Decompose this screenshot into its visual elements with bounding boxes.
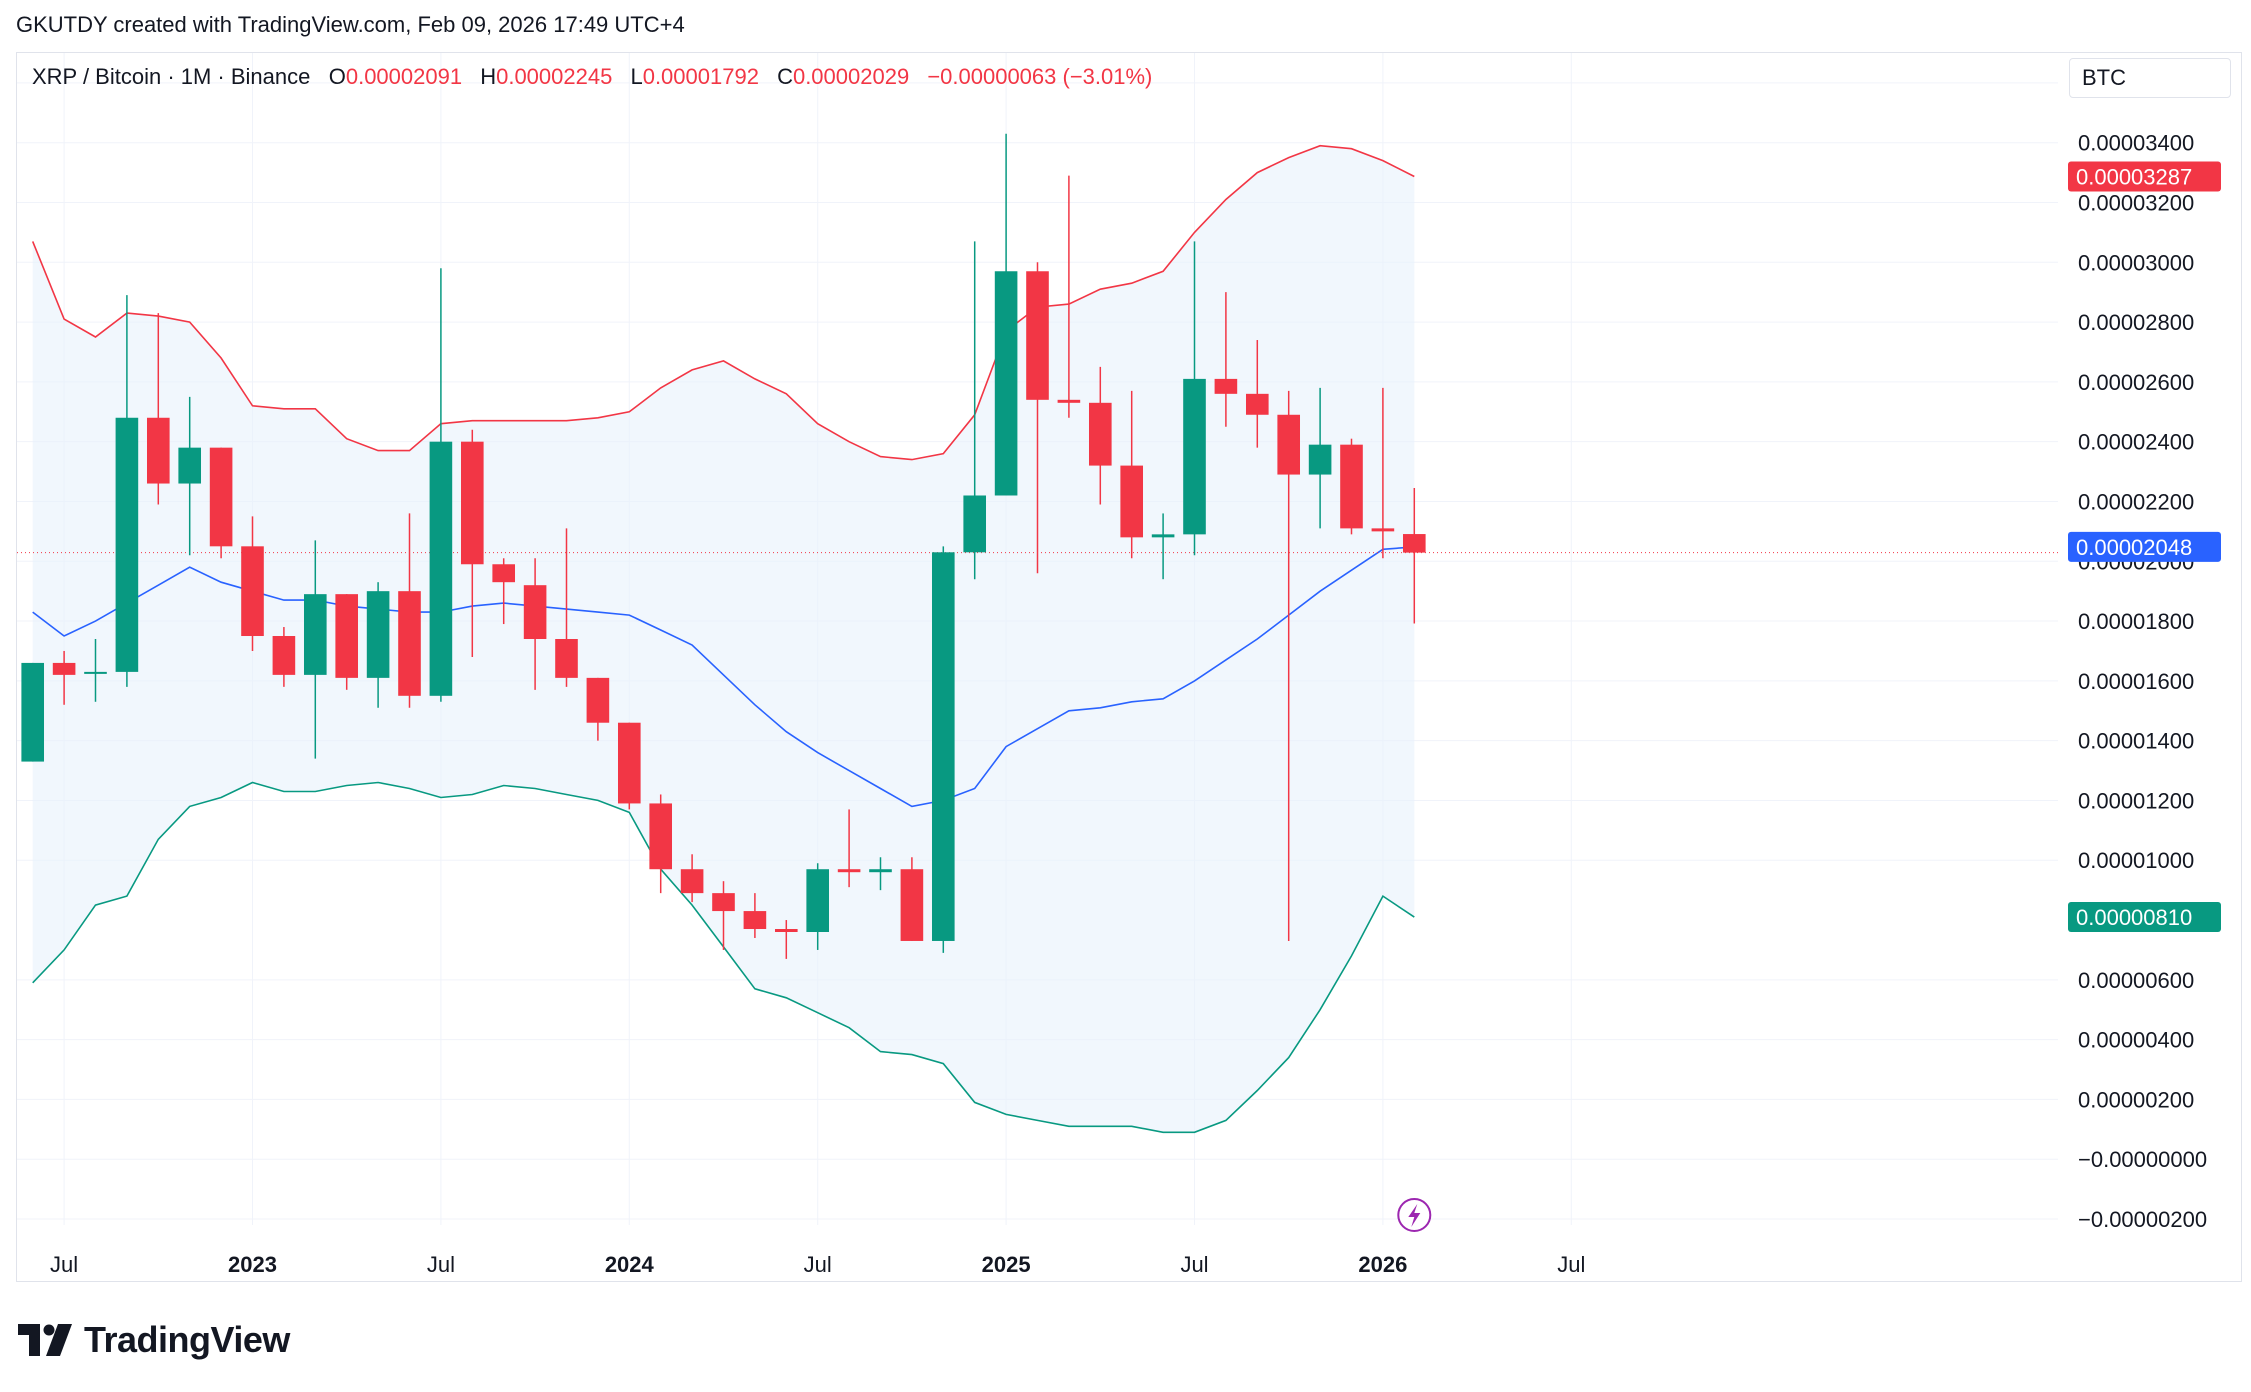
candle-body: [1057, 399, 1081, 403]
candle-body: [492, 564, 516, 583]
y-axis-tick-label: 0.00003200: [2078, 190, 2194, 215]
candle-body: [680, 869, 704, 894]
y-axis-tick-label: −0.00000000: [2078, 1147, 2207, 1172]
y-axis-tick-label: 0.00001200: [2078, 788, 2194, 813]
candle-body: [931, 552, 955, 941]
candle-body: [523, 585, 547, 639]
candle-body: [366, 591, 390, 678]
price-label-lower-background: [2068, 902, 2221, 933]
candle-body: [1120, 465, 1144, 538]
legend-high-value: 0.00002245: [496, 64, 613, 89]
y-axis-tick-label: 0.00001800: [2078, 609, 2194, 634]
x-axis-tick-label: Jul: [427, 1252, 455, 1277]
candle-body: [963, 495, 987, 553]
candle-body: [178, 447, 202, 484]
legend-high-label: H: [480, 64, 497, 89]
candle-body: [241, 546, 264, 637]
y-axis-tick-label: 0.00003000: [2078, 250, 2194, 275]
y-axis-tick-label: 0.00002800: [2078, 310, 2194, 335]
candle-body: [774, 929, 798, 932]
x-axis-tick-label: 2024: [605, 1252, 655, 1277]
candle-body: [1214, 378, 1238, 394]
x-axis-tick-label: Jul: [50, 1252, 78, 1277]
price-label-upper-background: [2068, 161, 2221, 192]
candle-body: [586, 677, 610, 723]
candle-body: [712, 893, 735, 912]
y-axis-tick-label: 0.00001000: [2078, 848, 2194, 873]
y-axis-tick-label: 0.00003400: [2078, 131, 2194, 156]
tradingview-logo-icon: [18, 1324, 72, 1356]
candle-body: [1151, 534, 1175, 538]
candle-body: [272, 636, 296, 675]
price-label-lower: 0.00000810: [2076, 905, 2192, 930]
candle-body: [1245, 393, 1269, 415]
legend-open-value: 0.00002091: [345, 64, 463, 89]
legend-change-value: −0.00000063 (−3.01%): [927, 64, 1153, 89]
bollinger-band-fill: [32, 145, 1415, 1133]
candle-body: [84, 671, 107, 674]
x-axis-tick-label: 2023: [228, 1252, 277, 1277]
candle-body: [115, 417, 139, 672]
legend-low-label: L: [630, 64, 643, 89]
y-axis-tick-label: 0.00001600: [2078, 669, 2194, 694]
candle-body: [1088, 402, 1112, 466]
x-axis-tick-label: Jul: [1180, 1252, 1208, 1277]
y-axis-tick-label: 0.00000400: [2078, 1028, 2194, 1053]
candle-body: [460, 441, 484, 565]
x-axis-tick-label: 2026: [1358, 1252, 1407, 1277]
candle-body: [1308, 444, 1332, 475]
candle-body: [806, 869, 830, 932]
currency-selector[interactable]: BTC: [2069, 58, 2231, 98]
candle-body: [837, 869, 861, 873]
y-axis-tick-label: 0.00002600: [2078, 370, 2194, 395]
y-axis-tick-label: 0.00000200: [2078, 1087, 2194, 1112]
legend-close-label: C: [777, 64, 793, 89]
x-axis-tick-label: 2025: [982, 1252, 1031, 1277]
candle-body: [555, 639, 578, 678]
candle-body: [146, 417, 170, 484]
chart-caption: GKUTDY created with TradingView.com, Feb…: [16, 12, 685, 37]
y-axis-tick-label: −0.00000200: [2078, 1207, 2207, 1232]
ohlc-legend: XRP / Bitcoin · 1M · Binance O0.00002091…: [32, 64, 1164, 90]
candle-body: [335, 594, 359, 678]
price-label-basis: 0.00002048: [2076, 535, 2192, 560]
tradingview-logo-text: TradingView: [84, 1319, 290, 1360]
y-axis-tick-label: 0.00002200: [2078, 489, 2194, 514]
legend-close-value: 0.00002029: [792, 64, 910, 89]
candle-body: [869, 869, 892, 873]
legend-open-label: O: [328, 64, 346, 89]
candle-body: [1371, 528, 1395, 532]
candle-body: [649, 803, 673, 870]
candle-body: [1026, 271, 1049, 400]
candle-body: [1183, 378, 1206, 535]
y-axis-tick-label: 0.00002400: [2078, 430, 2194, 455]
candle-body: [994, 271, 1018, 496]
candle-body: [743, 911, 767, 930]
tradingview-logo[interactable]: TradingView: [18, 1318, 290, 1362]
price-label-basis-background: [2068, 531, 2221, 562]
chart-frame: [16, 52, 2242, 1282]
candle-body: [398, 591, 421, 696]
bollinger-upper-line: [31, 144, 1415, 461]
legend-symbol[interactable]: XRP / Bitcoin · 1M · Binance: [32, 64, 311, 89]
legend-low-value: 0.00001792: [642, 64, 759, 89]
candle-body: [1340, 444, 1363, 529]
candle-body: [617, 722, 641, 804]
y-axis-tick-label: 0.00001400: [2078, 729, 2194, 754]
candle-body: [303, 594, 327, 675]
candle-body: [1402, 534, 1426, 553]
candle-body: [900, 869, 924, 941]
y-axis-tick-label: 0.00000600: [2078, 968, 2194, 993]
price-label-upper: 0.00003287: [2076, 164, 2192, 189]
x-axis-tick-label: Jul: [1557, 1252, 1585, 1277]
lightning-icon: [1408, 1204, 1421, 1227]
x-axis-tick-label: Jul: [804, 1252, 832, 1277]
candle-body: [429, 441, 453, 696]
candle-body: [52, 662, 76, 675]
candle-body: [1277, 414, 1301, 475]
candle-body: [209, 447, 233, 547]
candle-body: [21, 662, 45, 762]
